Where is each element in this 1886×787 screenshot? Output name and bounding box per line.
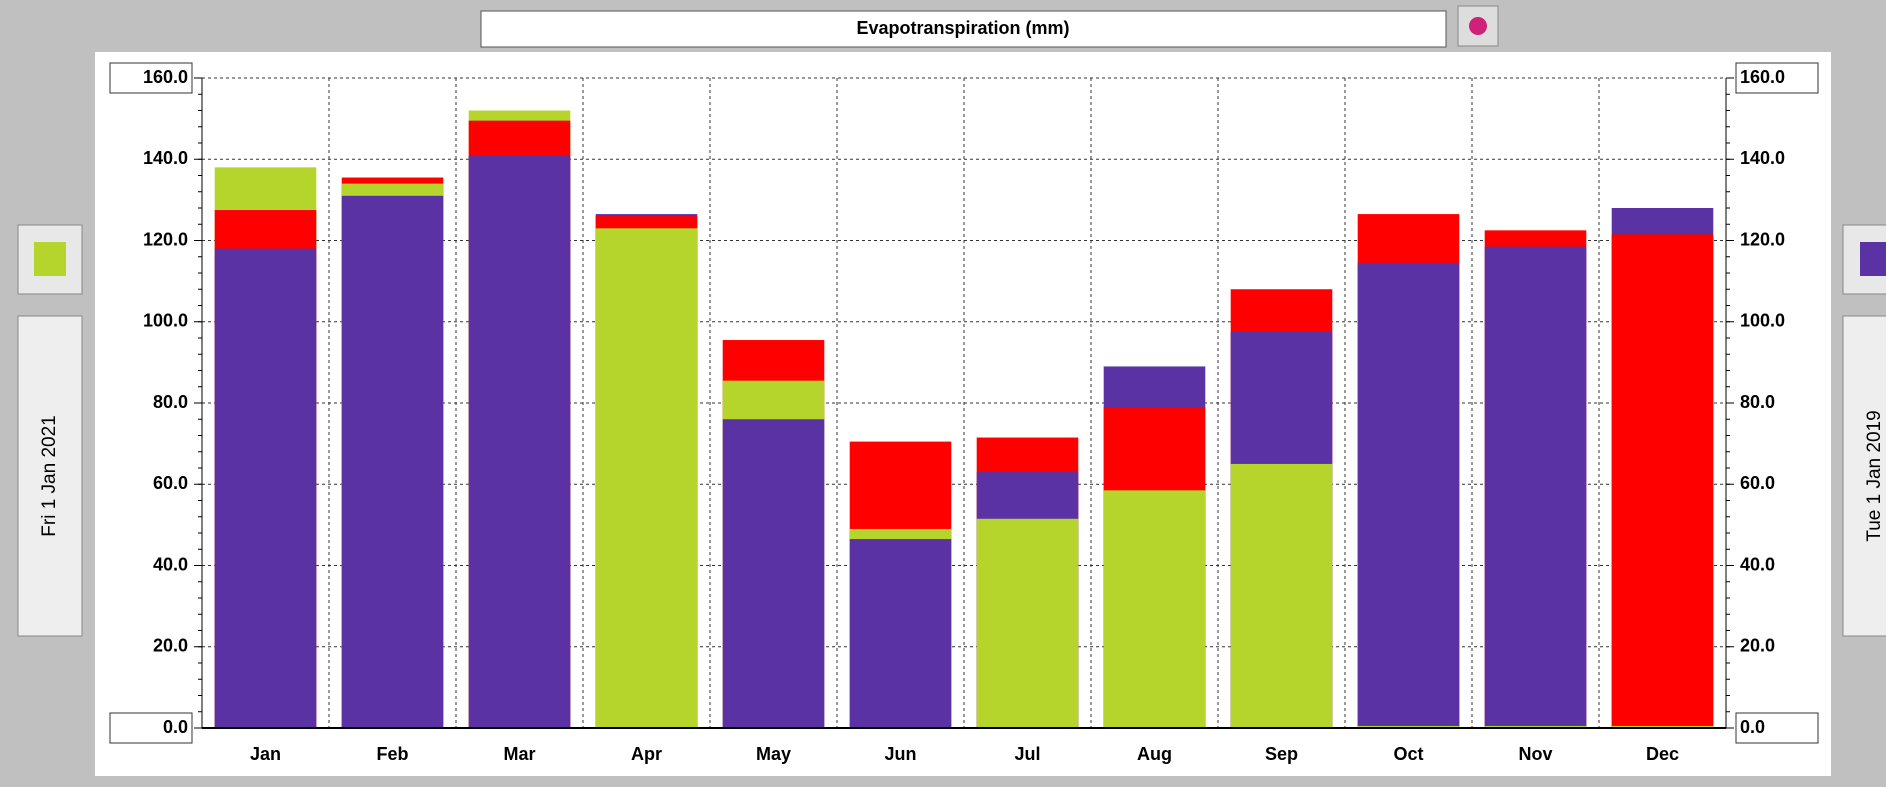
bar (1484, 246, 1587, 728)
y2-tick-label: 20.0 (1740, 636, 1775, 656)
tick-label-box (109, 712, 193, 744)
date-panel-right[interactable] (1842, 315, 1886, 637)
y-tick-label: 80.0 (153, 392, 188, 412)
tick-label-box (109, 62, 193, 94)
x-tick-label: Feb (376, 744, 408, 764)
y-tick-label: 0.0 (163, 717, 188, 737)
bar (1357, 262, 1460, 728)
x-tick-label: Oct (1393, 744, 1423, 764)
bar (849, 539, 952, 728)
bar (976, 518, 1079, 728)
bar (1103, 490, 1206, 728)
tick-label-box (1735, 712, 1819, 744)
y-tick-label: 100.0 (143, 311, 188, 331)
date-label-right: Tue 1 Jan 2019 (1864, 410, 1885, 541)
x-tick-label: Aug (1137, 744, 1172, 764)
y-tick-label: 20.0 (153, 636, 188, 656)
y-tick-label: 160.0 (143, 67, 188, 87)
title-box (480, 10, 1447, 48)
tick-label-box (1735, 62, 1819, 94)
y2-tick-label: 40.0 (1740, 554, 1775, 574)
bar (341, 195, 444, 728)
bar (1611, 234, 1714, 728)
x-tick-label: Mar (503, 744, 535, 764)
y2-tick-label: 100.0 (1740, 311, 1785, 331)
y-tick-label: 120.0 (143, 229, 188, 249)
bar (1484, 725, 1587, 728)
x-tick-label: Sep (1265, 744, 1298, 764)
y2-tick-label: 80.0 (1740, 392, 1775, 412)
x-tick-label: May (756, 744, 791, 764)
bar (1357, 725, 1460, 728)
y2-tick-label: 0.0 (1740, 717, 1765, 737)
y-tick-label: 140.0 (143, 148, 188, 168)
y2-tick-label: 60.0 (1740, 473, 1775, 493)
bar (214, 248, 317, 728)
x-tick-label: Jul (1014, 744, 1040, 764)
date-panel-left[interactable] (17, 315, 83, 637)
chart-title: Evapotranspiration (mm) (856, 18, 1069, 38)
x-tick-label: Jan (250, 744, 281, 764)
legend-swatch (1860, 242, 1886, 276)
y-tick-label: 40.0 (153, 554, 188, 574)
y2-tick-label: 140.0 (1740, 148, 1785, 168)
bar (595, 228, 698, 728)
x-tick-label: Jun (884, 744, 916, 764)
x-tick-label: Dec (1646, 744, 1679, 764)
icon (1469, 17, 1487, 35)
bar (1230, 463, 1333, 728)
bar (468, 155, 571, 728)
x-tick-label: Apr (631, 744, 662, 764)
y-tick-label: 60.0 (153, 473, 188, 493)
y2-tick-label: 160.0 (1740, 67, 1785, 87)
legend-swatch (34, 242, 66, 276)
x-tick-label: Nov (1518, 744, 1552, 764)
bar (722, 419, 825, 728)
y2-tick-label: 120.0 (1740, 229, 1785, 249)
date-label-left: Fri 1 Jan 2021 (39, 415, 60, 536)
bar (1611, 725, 1714, 728)
